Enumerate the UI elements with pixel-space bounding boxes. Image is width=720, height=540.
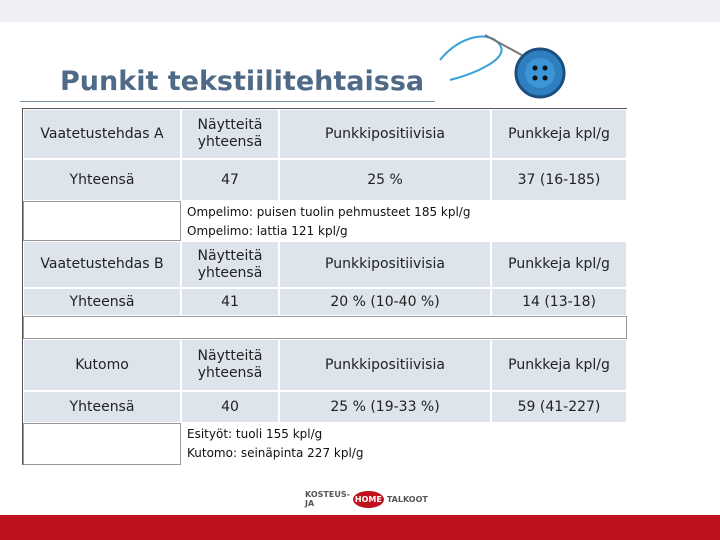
header-cell: Näytteitä yhteensä — [181, 241, 279, 288]
empty-cell — [23, 201, 181, 241]
note-line: Ompelimo: lattia 121 kpl/g — [187, 224, 348, 238]
header-cell: Punkkipositiivisia — [279, 109, 491, 159]
header-cell: Punkkipositiivisia — [279, 241, 491, 288]
header-cell: Kutomo — [23, 339, 181, 391]
logo-text: KOSTEUS- JA — [305, 490, 350, 508]
header-cell: Vaatetustehdas B — [23, 241, 181, 288]
total-cell: 20 % (10-40 %) — [279, 288, 491, 316]
total-cell: Yhteensä — [23, 391, 181, 423]
button-icon — [439, 34, 566, 99]
total-cell: 59 (41-227) — [491, 391, 627, 423]
logo: KOSTEUS- JA HOME TALKOOT — [305, 488, 428, 510]
header-cell: Punkkipositiivisia — [279, 339, 491, 391]
header-cell: Punkkeja kpl/g — [491, 339, 627, 391]
total-cell: 14 (13-18) — [491, 288, 627, 316]
total-cell: 25 % (19-33 %) — [279, 391, 491, 423]
total-cell: 25 % — [279, 159, 491, 201]
total-cell: Yhteensä — [23, 159, 181, 201]
title: Punkit tekstiilitehtaissa — [60, 66, 425, 97]
empty-row — [23, 316, 627, 339]
total-cell: Yhteensä — [23, 288, 181, 316]
bottom-bar — [0, 515, 720, 540]
note-line: Kutomo: seinäpinta 227 kpl/g — [187, 446, 364, 460]
total-cell: 40 — [181, 391, 279, 423]
title-rule — [20, 101, 435, 102]
top-bar — [0, 0, 720, 22]
note: Esityöt: tuoli 155 kpl/g Kutomo: seinäpin… — [181, 423, 627, 465]
empty-cell — [23, 423, 181, 465]
note-line: Esityöt: tuoli 155 kpl/g — [187, 427, 323, 441]
header-cell: Vaatetustehdas A — [23, 109, 181, 159]
header-cell: Punkkeja kpl/g — [491, 109, 627, 159]
header-cell: Näytteitä yhteensä — [181, 339, 279, 391]
table: Vaatetustehdas A Näytteitä yhteensä Punkki… — [22, 108, 627, 465]
logo-text: HOME — [352, 490, 384, 508]
total-cell: 41 — [181, 288, 279, 316]
total-cell: 37 (16-185) — [491, 159, 627, 201]
total-cell: 47 — [181, 159, 279, 201]
note-line: Ompelimo: puisen tuolin pehmusteet 185 k… — [187, 205, 471, 219]
header-cell: Punkkeja kpl/g — [491, 241, 627, 288]
header-cell: Näytteitä yhteensä — [181, 109, 279, 159]
note: Ompelimo: puisen tuolin pehmusteet 185 k… — [181, 201, 627, 241]
logo-text: TALKOOT — [386, 494, 428, 504]
